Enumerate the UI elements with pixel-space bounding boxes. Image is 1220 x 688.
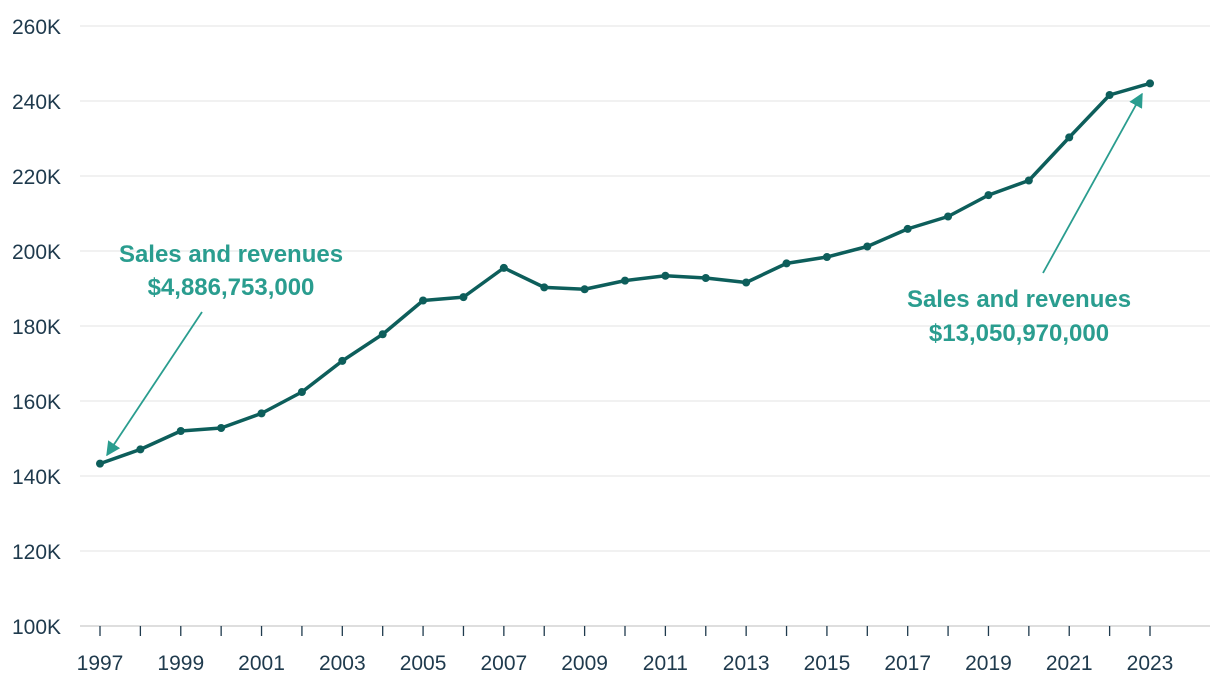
annotations: Sales and revenues $4,886,753,000 Sales … xyxy=(106,92,1143,457)
y-tick-label-240K: 240K xyxy=(12,91,61,114)
data-point-2018 xyxy=(944,212,953,221)
data-point-2020 xyxy=(1024,176,1033,185)
x-tick-label-2021: 2021 xyxy=(1046,652,1093,675)
y-tick-label-100K: 100K xyxy=(12,616,61,639)
data-point-2004 xyxy=(378,330,387,339)
x-tick-label-2017: 2017 xyxy=(884,652,931,675)
data-point-2007 xyxy=(499,263,508,272)
data-point-2016 xyxy=(863,242,872,251)
x-tick-label-2013: 2013 xyxy=(723,652,770,675)
x-tick-label-2023: 2023 xyxy=(1127,652,1174,675)
data-point-2009 xyxy=(580,285,589,294)
annotation-left-line1: Sales and revenues xyxy=(119,241,343,268)
data-point-2005 xyxy=(419,296,428,305)
data-point-1999 xyxy=(176,427,185,435)
data-point-2003 xyxy=(338,356,347,365)
data-point-2012 xyxy=(701,274,710,282)
x-tick-label-2005: 2005 xyxy=(400,652,447,675)
x-tick-label-2003: 2003 xyxy=(319,652,366,675)
data-point-2001 xyxy=(257,409,266,418)
data-point-2019 xyxy=(984,191,993,200)
data-point-2006 xyxy=(459,293,468,302)
data-point-2017 xyxy=(903,224,912,233)
data-point-2021 xyxy=(1065,133,1074,142)
data-point-2000 xyxy=(217,424,226,432)
annotation-right-arrow xyxy=(1042,92,1143,274)
y-tick-label-220K: 220K xyxy=(12,166,61,189)
annotation-right-line2: $13,050,970,000 xyxy=(929,320,1109,347)
y-tick-label-180K: 180K xyxy=(12,316,61,339)
x-tick-label-2019: 2019 xyxy=(965,652,1012,675)
annotation-left-arrow xyxy=(106,311,203,457)
x-tick-label-1999: 1999 xyxy=(157,652,204,675)
data-point-2014 xyxy=(782,259,791,268)
y-tick-label-120K: 120K xyxy=(12,541,61,564)
x-tick-label-2001: 2001 xyxy=(238,652,285,675)
y-tick-label-160K: 160K xyxy=(12,391,61,414)
axes: 100K 120K 140K 160K 180K 200K 220K 240K 260K 1997… xyxy=(12,16,1210,675)
x-tick-label-2015: 2015 xyxy=(804,652,851,675)
annotation-right-line1: Sales and revenues xyxy=(907,286,1131,313)
data-point-1998 xyxy=(136,445,145,454)
y-tick-label-260K: 260K xyxy=(12,16,61,39)
y-tick-label-140K: 140K xyxy=(12,466,61,489)
data-point-2010 xyxy=(621,276,629,285)
data-point-2002 xyxy=(297,388,306,396)
data-point-2008 xyxy=(540,283,549,292)
data-point-1997 xyxy=(96,459,104,468)
y-tick-label-200K: 200K xyxy=(12,241,61,264)
series-layer xyxy=(96,79,1154,468)
data-point-2015 xyxy=(822,253,831,261)
annotation-left-line2: $4,886,753,000 xyxy=(148,274,315,301)
data-point-2013 xyxy=(742,278,751,287)
x-tick-label-2007: 2007 xyxy=(480,652,527,675)
data-point-2011 xyxy=(661,271,670,280)
x-tick-label-2009: 2009 xyxy=(561,652,608,675)
data-point-2023 xyxy=(1146,79,1154,88)
gridlines xyxy=(80,25,1210,552)
x-tick-label-2011: 2011 xyxy=(643,652,688,675)
x-tick-label-1997: 1997 xyxy=(77,652,124,675)
data-point-2022 xyxy=(1105,91,1114,99)
